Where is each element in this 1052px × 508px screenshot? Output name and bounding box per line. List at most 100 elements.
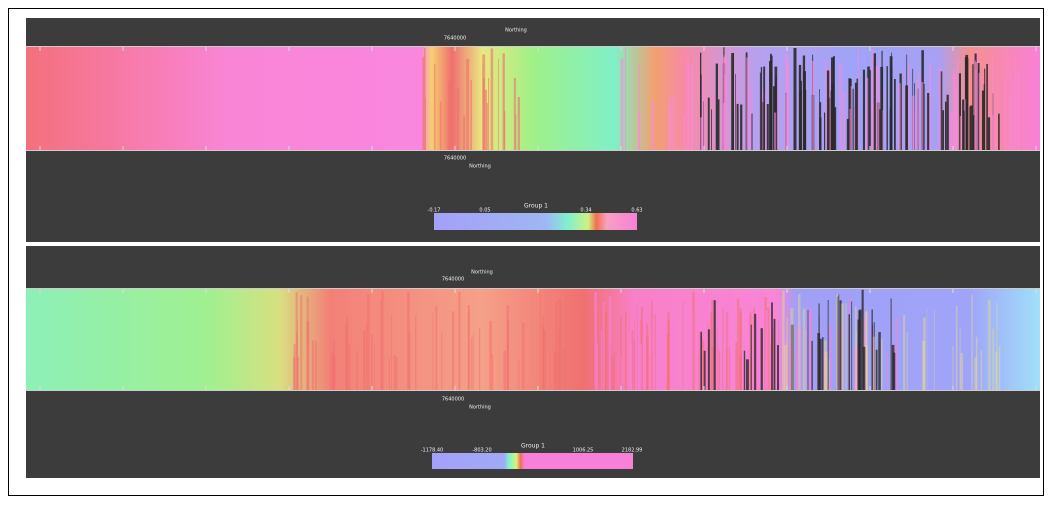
streak xyxy=(794,118,795,150)
streak xyxy=(542,325,544,390)
streak xyxy=(862,69,865,150)
streak xyxy=(518,359,520,390)
streak xyxy=(489,320,492,390)
streak xyxy=(435,306,438,390)
streak xyxy=(959,328,961,390)
streak xyxy=(818,338,822,390)
streak xyxy=(646,323,649,390)
streak xyxy=(759,72,761,150)
streak xyxy=(502,53,505,150)
streak xyxy=(600,330,602,390)
streak xyxy=(633,339,635,390)
streak xyxy=(296,331,298,390)
streak xyxy=(872,324,873,390)
streak xyxy=(1008,50,1010,150)
streak xyxy=(770,345,772,390)
streak xyxy=(954,85,958,150)
streaks xyxy=(39,289,1037,390)
section-band xyxy=(26,47,1040,150)
streak xyxy=(620,316,622,390)
streak xyxy=(946,94,949,150)
streak xyxy=(922,340,925,390)
streak xyxy=(425,98,426,150)
streak xyxy=(724,74,727,150)
streak xyxy=(471,337,473,390)
streak xyxy=(903,69,905,150)
streak xyxy=(689,311,693,390)
streak xyxy=(826,70,830,150)
streak xyxy=(875,66,879,150)
streak xyxy=(466,59,470,150)
streak xyxy=(524,323,526,390)
streak xyxy=(488,78,490,150)
streak xyxy=(849,108,851,150)
streak xyxy=(293,356,296,390)
axis-tick-label: 7640000 xyxy=(442,397,464,403)
streak xyxy=(765,94,767,150)
streak xyxy=(825,59,827,150)
streak xyxy=(549,352,551,390)
streak xyxy=(958,73,961,150)
streak xyxy=(756,330,760,390)
streak xyxy=(782,290,785,390)
streak xyxy=(654,313,656,390)
streak xyxy=(906,331,908,390)
streak xyxy=(503,350,507,390)
streak xyxy=(638,307,641,390)
streak xyxy=(786,317,788,390)
streak xyxy=(804,89,807,150)
streak xyxy=(381,291,384,390)
streak xyxy=(1004,78,1007,150)
streak xyxy=(898,83,901,150)
streak xyxy=(765,310,768,390)
streak xyxy=(964,99,966,150)
streak xyxy=(796,327,798,390)
streak xyxy=(580,314,583,390)
streak xyxy=(862,346,866,390)
streak xyxy=(987,117,991,150)
streak xyxy=(952,69,955,150)
streak xyxy=(865,111,866,150)
streak xyxy=(827,300,829,390)
streak xyxy=(484,89,487,150)
axis-label: Northing xyxy=(505,28,527,34)
streak xyxy=(975,69,977,150)
streak xyxy=(482,64,484,150)
streak xyxy=(702,340,705,390)
streak xyxy=(785,86,787,150)
streak xyxy=(798,294,801,390)
streak xyxy=(978,72,981,150)
streak xyxy=(793,48,797,150)
streak xyxy=(515,113,517,150)
streak xyxy=(992,57,994,151)
streak xyxy=(744,356,747,390)
streak xyxy=(829,68,831,150)
streak xyxy=(848,314,850,390)
colorbar-tick: 0.34 xyxy=(580,208,591,214)
streak xyxy=(651,300,653,390)
streak xyxy=(855,331,857,390)
streak xyxy=(949,106,950,150)
streak xyxy=(668,95,671,150)
streak xyxy=(829,323,832,390)
streak xyxy=(754,313,757,390)
streak xyxy=(915,108,916,150)
streak xyxy=(785,343,788,390)
streak xyxy=(555,301,558,390)
colorbar-tick: 1006.25 xyxy=(573,448,594,454)
streak xyxy=(470,79,472,150)
streak xyxy=(640,306,643,390)
streak xyxy=(631,329,634,390)
streak xyxy=(875,349,878,390)
streak xyxy=(971,294,973,390)
streak xyxy=(838,294,840,390)
streak xyxy=(789,339,793,390)
streak xyxy=(639,343,642,390)
streak xyxy=(371,333,373,390)
streak xyxy=(866,345,868,390)
streak xyxy=(661,324,665,390)
streak xyxy=(713,300,716,390)
streak xyxy=(1011,79,1014,150)
streak xyxy=(490,48,494,150)
